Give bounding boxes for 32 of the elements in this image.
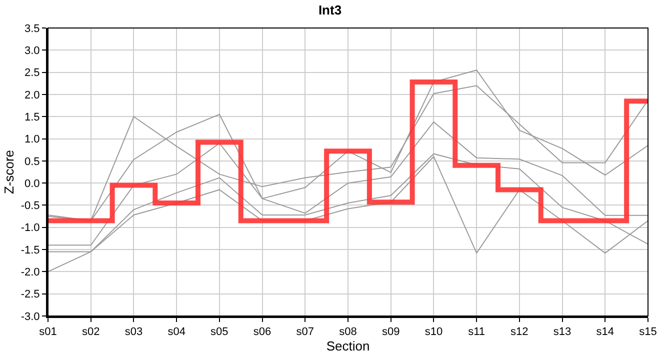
y-tick-label: 2.0 (24, 89, 40, 102)
x-tick-label: s09 (382, 326, 400, 338)
y-tick-label: 2.5 (24, 67, 40, 80)
y-tick-label: 0.0 (24, 178, 40, 190)
y-tick-label: -2.5 (20, 288, 40, 301)
y-tick-label: -1.5 (20, 244, 40, 256)
x-tick-label: s05 (210, 326, 228, 338)
x-tick-label: s14 (596, 326, 614, 338)
y-tick-label: 3.0 (24, 45, 40, 57)
y-tick-label: -1.0 (20, 222, 40, 234)
x-tick-label: s01 (39, 326, 57, 338)
y-tick-label: 0.5 (24, 156, 40, 168)
y-tick-label: 1.5 (24, 111, 40, 124)
y-axis-title: Z-score (1, 150, 16, 194)
x-tick-label: s02 (82, 326, 100, 338)
x-tick-label: s06 (253, 326, 272, 338)
x-tick-label: s15 (639, 326, 657, 338)
x-tick-label: s11 (468, 326, 486, 338)
y-tick-label: -0.5 (20, 200, 40, 212)
x-tick-label: s04 (168, 326, 186, 338)
y-tick-label: -3.0 (20, 310, 40, 323)
x-axis-title: Section (326, 338, 370, 354)
chart-title: Int3 (318, 2, 342, 18)
x-tick-label: s12 (510, 326, 528, 338)
y-tick-label: 1.0 (24, 134, 40, 146)
x-tick-label: s08 (339, 326, 357, 338)
x-tick-label: s03 (124, 326, 143, 338)
y-tick-label: 3.5 (24, 22, 40, 35)
x-tick-label: s13 (553, 326, 572, 338)
x-tick-label: s07 (296, 326, 314, 338)
x-tick-label: s10 (424, 326, 443, 338)
y-tick-label: -2.0 (20, 266, 40, 279)
